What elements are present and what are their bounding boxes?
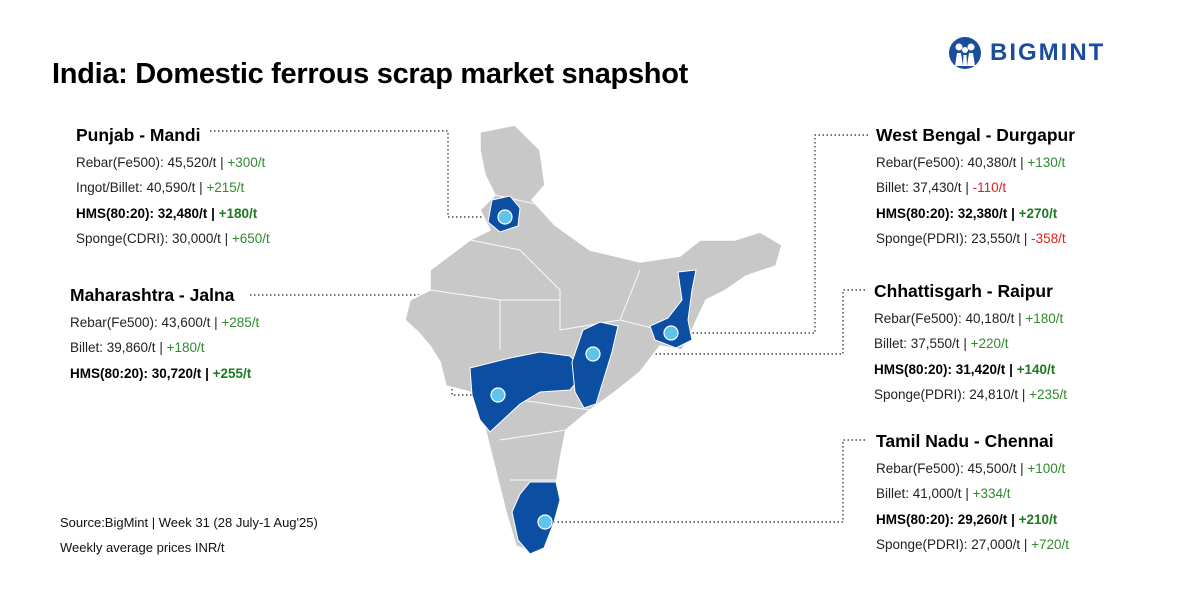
price-change: +255/t — [212, 365, 252, 381]
bigmint-logo-icon — [949, 37, 981, 69]
units-line: Weekly average prices INR/t — [60, 540, 225, 555]
price-label: HMS(80:20): 32,380/t — [876, 205, 1008, 221]
price-change: +220/t — [970, 336, 1009, 351]
price-change: +180/t — [1025, 310, 1064, 326]
price-label: Rebar(Fe500): 40,180/t — [874, 310, 1015, 326]
price-label: Sponge(PDRI): 23,550/t — [876, 231, 1021, 246]
logo-text: BIGMINT — [990, 39, 1106, 66]
region-name: Chhattisgarh - Raipur — [874, 278, 1055, 304]
price-change: +180/t — [166, 340, 205, 355]
price-row: HMS(80:20): 31,420/t | +140/t — [874, 361, 1056, 377]
price-label: Rebar(Fe500): 40,380/t — [876, 154, 1017, 170]
price-label: Sponge(CDRI): 30,000/t — [76, 231, 221, 246]
price-label: Billet: 37,550/t — [874, 336, 960, 351]
marker-chhattisgarh — [585, 346, 601, 362]
price-change: +210/t — [1018, 511, 1058, 527]
price-change: -358/t — [1031, 231, 1066, 246]
connector-west-bengal — [671, 134, 868, 334]
price-row: HMS(80:20): 32,380/t | +270/t — [876, 205, 1058, 221]
price-change: +270/t — [1018, 205, 1058, 221]
price-row: Sponge(PDRI): 24,810/t | +235/t — [874, 387, 1068, 402]
region-card-tamil-nadu: Tamil Nadu - Chennai Rebar(Fe500): 45,500… — [876, 428, 1069, 558]
price-row: Billet: 37,430/t | -110/t — [876, 180, 1007, 195]
price-row: Rebar(Fe500): 43,600/t | +285/t — [70, 314, 260, 330]
price-change: +140/t — [1016, 361, 1056, 377]
price-row: Sponge(PDRI): 27,000/t | +720/t — [876, 537, 1070, 552]
price-row: Sponge(CDRI): 30,000/t | +650/t — [76, 231, 270, 246]
price-row: HMS(80:20): 32,480/t | +180/t — [76, 205, 258, 221]
price-label: Ingot/Billet: 40,590/t — [76, 180, 196, 195]
price-row: HMS(80:20): 30,720/t | +255/t — [70, 365, 252, 381]
price-change: +650/t — [231, 231, 270, 246]
region-name: Tamil Nadu - Chennai — [876, 428, 1056, 454]
price-label: Rebar(Fe500): 45,520/t — [76, 154, 217, 170]
price-row: Billet: 37,550/t | +220/t — [874, 336, 1009, 351]
region-card-west-bengal: West Bengal - Durgapur Rebar(Fe500): 40,3… — [876, 122, 1078, 252]
region-card-chhattisgarh: Chhattisgarh - Raipur Rebar(Fe500): 40,18… — [874, 278, 1067, 408]
marker-tamil-nadu — [537, 514, 553, 530]
price-label: Billet: 37,430/t — [876, 180, 962, 195]
price-change: +720/t — [1031, 537, 1070, 552]
region-name: West Bengal - Durgapur — [876, 122, 1078, 148]
price-label: HMS(80:20): 29,260/t — [876, 511, 1008, 527]
connector-tamil-nadu — [545, 439, 865, 523]
bigmint-logo: BIGMINT — [948, 36, 1105, 70]
price-label: HMS(80:20): 31,420/t — [874, 361, 1006, 377]
marker-punjab — [497, 209, 513, 225]
marker-maharashtra — [490, 387, 506, 403]
price-change: -110/t — [972, 180, 1007, 195]
price-label: HMS(80:20): 32,480/t — [76, 205, 208, 221]
region-name: Punjab - Mandi — [76, 122, 203, 148]
price-label: HMS(80:20): 30,720/t — [70, 365, 202, 381]
price-row: Rebar(Fe500): 45,520/t | +300/t — [76, 154, 266, 170]
marker-west-bengal — [663, 325, 679, 341]
price-row: Ingot/Billet: 40,590/t | +215/t — [76, 180, 245, 195]
price-change: +215/t — [206, 180, 245, 195]
price-change: +334/t — [972, 486, 1011, 501]
price-row: Rebar(Fe500): 45,500/t | +100/t — [876, 460, 1066, 476]
region-card-maharashtra: Maharashtra - Jalna Rebar(Fe500): 43,600/… — [70, 282, 259, 386]
region-maharashtra — [469, 351, 586, 433]
price-label: Sponge(PDRI): 24,810/t — [874, 387, 1019, 402]
region-card-punjab: Punjab - Mandi Rebar(Fe500): 45,520/t | +… — [76, 122, 270, 252]
price-row: Sponge(PDRI): 23,550/t | -358/t — [876, 231, 1066, 246]
connector-punjab — [210, 130, 505, 218]
price-row: Billet: 41,000/t | +334/t — [876, 486, 1011, 501]
page-title: India: Domestic ferrous scrap market sna… — [52, 58, 688, 90]
price-label: Billet: 41,000/t — [876, 486, 962, 501]
region-name: Maharashtra - Jalna — [70, 282, 237, 308]
price-change: +180/t — [218, 205, 258, 221]
price-change: +130/t — [1027, 154, 1066, 170]
region-west-bengal — [649, 269, 697, 349]
price-change: +300/t — [227, 154, 266, 170]
price-label: Sponge(PDRI): 27,000/t — [876, 537, 1021, 552]
source-note: Source:BigMint | Week 31 (28 July-1 Aug'… — [60, 510, 318, 560]
price-row: Rebar(Fe500): 40,180/t | +180/t — [874, 310, 1064, 326]
price-change: +285/t — [221, 314, 260, 330]
price-label: Rebar(Fe500): 45,500/t — [876, 460, 1017, 476]
price-change: +235/t — [1029, 387, 1068, 402]
source-line: Source:BigMint | Week 31 (28 July-1 Aug'… — [60, 515, 318, 530]
price-row: Billet: 39,860/t | +180/t — [70, 340, 205, 355]
price-change: +100/t — [1027, 460, 1066, 476]
region-chhattisgarh — [571, 321, 619, 409]
price-label: Billet: 39,860/t — [70, 340, 156, 355]
price-label: Rebar(Fe500): 43,600/t — [70, 314, 211, 330]
price-row: HMS(80:20): 29,260/t | +210/t — [876, 511, 1058, 527]
region-tamil-nadu — [511, 481, 561, 555]
price-row: Rebar(Fe500): 40,380/t | +130/t — [876, 154, 1066, 170]
